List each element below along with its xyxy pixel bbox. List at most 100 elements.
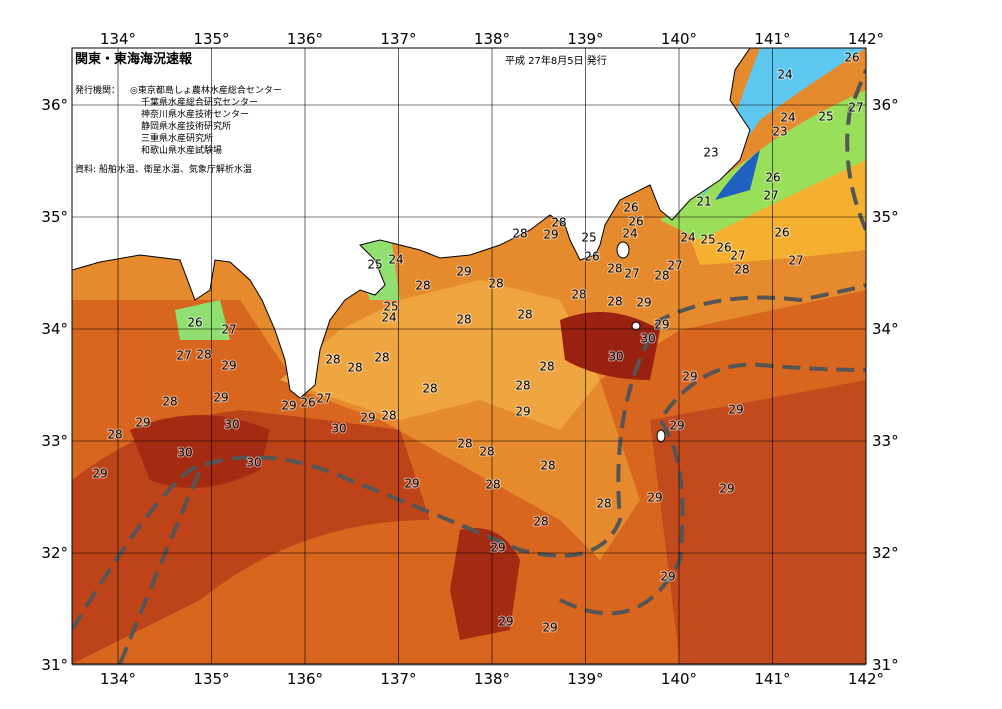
lat-label: 35°: [872, 208, 899, 226]
island: [656, 429, 666, 443]
lon-label: 137°: [380, 670, 416, 688]
temperature-label: 29: [682, 370, 697, 384]
temperature-label: 28: [107, 428, 122, 442]
temperature-label: 28: [551, 216, 566, 230]
temperature-label: 30: [224, 418, 239, 432]
hot-zone: [650, 380, 866, 664]
temperature-label: 23: [703, 146, 718, 160]
temperature-label: 24: [622, 227, 637, 241]
temperature-label: 27: [848, 101, 863, 115]
source: 資料: 船舶水温、衛星水温、気象庁解析水温: [75, 163, 252, 175]
lat-label: 31°: [872, 656, 899, 674]
current-axis: [72, 69, 866, 664]
lat-label: 32°: [872, 544, 899, 562]
lon-label: 141°: [754, 30, 790, 48]
temperature-label: 24: [777, 68, 792, 82]
lat-label: 32°: [41, 544, 68, 562]
title: 関東・東海海況速報: [75, 51, 193, 67]
temperature-label: 23: [772, 125, 787, 139]
lon-label: 139°: [567, 30, 603, 48]
temperature-label: 26: [716, 241, 731, 255]
temperature-label: 28: [479, 445, 494, 459]
lat-label: 35°: [41, 208, 68, 226]
temperature-label: 29: [719, 482, 734, 496]
land: [72, 48, 751, 399]
temperature-label: 30: [177, 446, 192, 460]
temperature-label: 29: [660, 570, 675, 584]
temperature-label: 28: [325, 353, 340, 367]
temperature-label: 30: [640, 332, 655, 346]
lon-label: 135°: [193, 30, 229, 48]
cold-zone: [715, 150, 760, 200]
issuer: 和歌山県水産試験場: [141, 144, 222, 156]
temperature-label: 27: [624, 267, 639, 281]
temperature-label: 29: [542, 621, 557, 635]
temperature-label: 26: [584, 250, 599, 264]
temperature-label: 27: [316, 392, 331, 406]
issuer: 三重県水産研究所: [141, 132, 213, 144]
lon-label: 134°: [100, 30, 136, 48]
temperature-label: 28: [607, 262, 622, 276]
temperature-label: 26: [628, 215, 643, 229]
temperature-label: 29: [360, 411, 375, 425]
temperature-label: 25: [383, 300, 398, 314]
temperature-label: 29: [221, 359, 236, 373]
temperature-label: 28: [488, 277, 503, 291]
temperature-label: 26: [844, 51, 859, 65]
temperature-label: 26: [623, 201, 638, 215]
lon-label: 142°: [848, 30, 884, 48]
map-area: [72, 48, 866, 664]
temperature-label: 21: [696, 195, 711, 209]
temperature-label: 30: [331, 422, 346, 436]
lon-label: 142°: [848, 670, 884, 688]
temperature-label: 26: [187, 316, 202, 330]
lon-label: 136°: [287, 30, 323, 48]
warm-zone: [280, 280, 600, 430]
temperature-label: 28: [457, 437, 472, 451]
temperature-label: 27: [221, 323, 236, 337]
temperature-label: 29: [213, 391, 228, 405]
temperature-label: 28: [381, 409, 396, 423]
temperature-label: 28: [539, 360, 554, 374]
temperature-label: 30: [608, 350, 623, 364]
temperature-label: 29: [404, 477, 419, 491]
lon-label: 139°: [567, 670, 603, 688]
temperature-label: 28: [654, 269, 669, 283]
island: [616, 241, 630, 259]
temperature-label: 27: [667, 259, 682, 273]
cool-zone: [175, 300, 230, 340]
temperature-label: 28: [347, 361, 362, 375]
temperature-label: 28: [196, 348, 211, 362]
lat-label: 36°: [872, 96, 899, 114]
temperature-label: 25: [367, 258, 382, 272]
lon-label: 134°: [100, 670, 136, 688]
temperature-label: 27: [788, 254, 803, 268]
cool-zone: [660, 90, 866, 240]
temperature-label: 27: [730, 249, 745, 263]
issuer-label: 発行機関：: [75, 84, 120, 96]
issuer-list: ◎東京都島しょ農林水産総合センター千葉県水産総合研究センター神奈川県水産技術セン…: [130, 84, 282, 156]
temperature-label: 26: [774, 226, 789, 240]
temperature-label: 28: [162, 395, 177, 409]
temperature-label: 29: [92, 467, 107, 481]
temperature-label: 28: [515, 379, 530, 393]
temperature-label: 28: [734, 263, 749, 277]
mid-zone: [680, 160, 866, 265]
temperature-label: 28: [456, 313, 471, 327]
temperature-label: 28: [607, 295, 622, 309]
temperature-label: 29: [135, 416, 150, 430]
lon-label: 140°: [661, 30, 697, 48]
temperature-label: 28: [533, 515, 548, 529]
lat-label: 33°: [872, 432, 899, 450]
temperature-label: 26: [300, 396, 315, 410]
temperature-label: 29: [647, 491, 662, 505]
lon-label: 137°: [380, 30, 416, 48]
temperature-label: 29: [636, 296, 651, 310]
temperature-label: 28: [374, 351, 389, 365]
temperature-label: 29: [728, 403, 743, 417]
lon-label: 135°: [193, 670, 229, 688]
temperature-label: 29: [669, 419, 684, 433]
issuer: 千葉県水産総合研究センター: [141, 96, 258, 108]
